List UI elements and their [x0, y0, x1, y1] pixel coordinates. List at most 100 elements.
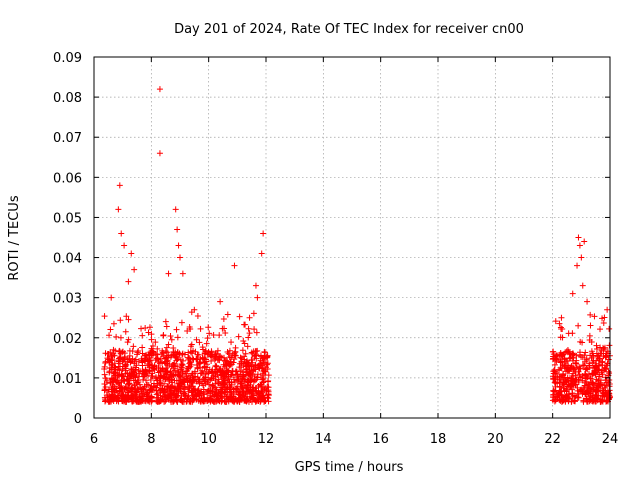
data-point: [228, 339, 235, 346]
data-point: [102, 396, 109, 403]
data-point: [168, 336, 175, 343]
data-point: [553, 356, 560, 363]
data-point: [105, 350, 112, 357]
data-point: [138, 397, 145, 404]
data-point: [208, 358, 215, 365]
data-point: [584, 298, 591, 305]
data-point: [177, 254, 183, 261]
data-point: [126, 380, 133, 387]
data-point: [159, 349, 166, 356]
data-point: [600, 389, 607, 396]
data-point: [581, 382, 588, 389]
data-point: [159, 385, 166, 392]
x-tick-label: 24: [602, 432, 619, 447]
data-point: [228, 354, 235, 361]
data-point: [261, 378, 268, 385]
data-point: [586, 388, 593, 395]
data-point: [188, 341, 195, 348]
data-point: [135, 347, 142, 354]
data-point: [120, 378, 127, 385]
data-point: [221, 381, 228, 388]
data-point: [558, 314, 565, 321]
data-point: [232, 378, 239, 385]
data-point: [565, 381, 572, 388]
data-point: [250, 388, 257, 395]
data-point: [220, 369, 227, 376]
data-point: [122, 361, 129, 368]
data-point: [264, 354, 271, 361]
data-point: [165, 341, 172, 348]
y-tick-label: 0.06: [53, 171, 82, 186]
data-point: [563, 348, 570, 355]
data-point: [214, 347, 221, 354]
data-point: [154, 345, 161, 352]
data-point: [252, 352, 259, 359]
data-point: [259, 395, 266, 402]
data-point: [601, 314, 608, 321]
data-point: [588, 348, 595, 355]
data-point: [582, 349, 589, 356]
data-point: [240, 368, 247, 375]
data-point: [117, 317, 124, 324]
data-point: [197, 325, 204, 332]
data-point: [568, 398, 575, 405]
data-point: [107, 326, 114, 333]
data-point: [213, 391, 220, 398]
data-point: [210, 398, 217, 405]
data-point: [185, 394, 192, 401]
data-point: [596, 382, 603, 389]
data-point: [224, 311, 231, 318]
data-point: [557, 388, 564, 395]
data-point: [143, 382, 150, 389]
data-point: [252, 282, 259, 289]
data-point: [146, 324, 153, 331]
x-axis-label: GPS time / hours: [295, 460, 404, 475]
data-point: [247, 383, 254, 390]
y-tick-label: 0.01: [53, 372, 82, 387]
data-point: [600, 353, 607, 360]
data-point: [259, 362, 266, 369]
data-point: [186, 360, 193, 367]
data-point: [579, 374, 586, 381]
data-point: [119, 392, 126, 399]
data-point: [155, 369, 162, 376]
data-point: [589, 379, 596, 386]
data-point: [133, 393, 140, 400]
x-tick-label: 10: [200, 432, 217, 447]
data-point: [556, 383, 563, 390]
data-point: [109, 376, 116, 383]
data-point: [221, 373, 228, 380]
data-point: [206, 330, 213, 337]
data-point: [148, 373, 155, 380]
data-point: [189, 370, 196, 377]
data-point: [173, 326, 180, 333]
data-point: [202, 370, 209, 377]
data-point: [164, 383, 171, 390]
data-point: [550, 351, 557, 358]
data-point: [203, 340, 210, 347]
data-point: [595, 366, 602, 373]
data-point: [572, 397, 579, 404]
data-point: [150, 349, 157, 356]
data-point: [216, 357, 223, 364]
data-point: [179, 270, 186, 277]
data-point: [172, 385, 179, 392]
data-point: [561, 355, 568, 362]
data-point: [581, 352, 588, 359]
data-point: [107, 380, 114, 387]
data-point: [181, 351, 188, 358]
data-point: [243, 366, 250, 373]
data-point: [123, 361, 130, 368]
data-point: [119, 366, 126, 373]
data-point: [196, 378, 203, 385]
data-point: [184, 328, 191, 335]
data-point: [224, 389, 231, 396]
data-point: [157, 392, 164, 399]
data-point: [165, 270, 172, 277]
data-point: [565, 330, 572, 337]
data-point: [240, 338, 247, 345]
y-tick-label: 0.05: [53, 211, 82, 226]
data-point: [218, 393, 225, 400]
data-point: [577, 365, 584, 372]
data-point: [257, 384, 264, 391]
